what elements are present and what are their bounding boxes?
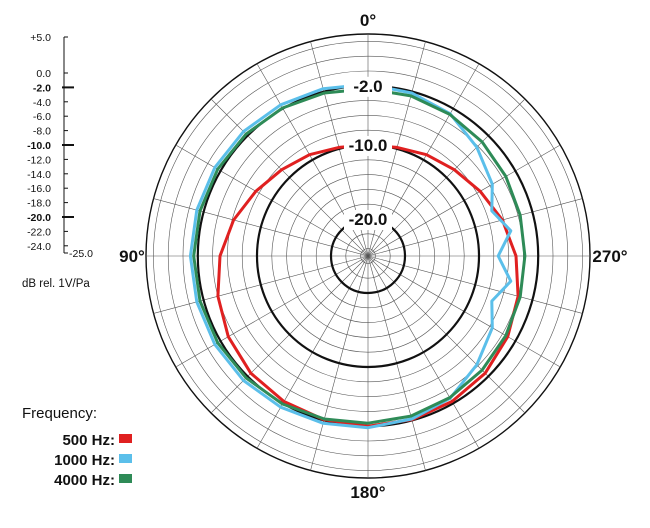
legend-label: 1000 Hz: [54,452,115,469]
ring-label: -20.0 [349,210,388,229]
scale-label: -2.0 [33,82,51,94]
angle-label-270: 270° [592,247,627,266]
scale-label: +5.0 [30,32,51,44]
legend-title: Frequency: [22,405,97,422]
legend-label: 4000 Hz: [54,472,115,489]
db-scale: +5.0 0.0 -2.0 -4.0 -6.0 -8.0 -10.0 -12.0 -14.0 -1… [27,32,93,260]
scale-label: -25.0 [69,248,93,260]
legend-swatch [119,454,132,463]
legend-swatch [119,434,132,443]
scale-label: -16.0 [27,183,51,195]
angle-label-0: 0° [360,11,376,30]
legend-swatch [119,474,132,483]
ring-labels: -2.0 -10.0 -20.0 [344,76,392,230]
series-layer [188,82,527,430]
series-line [192,87,527,425]
scale-label: -20.0 [27,212,51,224]
legend: Frequency: 500 Hz: 1000 Hz: 4000 Hz: [22,405,132,489]
series-line [188,82,513,430]
angle-label-90: 90° [119,247,145,266]
ring-label-bg [344,210,392,230]
scale-label: -8.0 [33,126,51,138]
scale-label: -22.0 [27,226,51,238]
angle-label-180: 180° [350,483,385,502]
scale-label: -24.0 [27,241,51,253]
ring-label-bg [344,76,392,97]
scale-label: -10.0 [27,140,51,152]
ring-label: -10.0 [349,136,388,155]
ring-label-bg [344,136,392,156]
scale-label: 0.0 [36,68,51,80]
legend-label: 500 Hz: [62,432,115,449]
radial-unit-label: dB rel. 1V/Pa [22,278,90,290]
scale-label: -12.0 [27,154,51,166]
scale-label: -4.0 [33,97,51,109]
scale-label: -6.0 [33,111,51,123]
scale-label: -18.0 [27,198,51,210]
ring-label: -2.0 [353,77,382,96]
scale-label: -14.0 [27,169,51,181]
